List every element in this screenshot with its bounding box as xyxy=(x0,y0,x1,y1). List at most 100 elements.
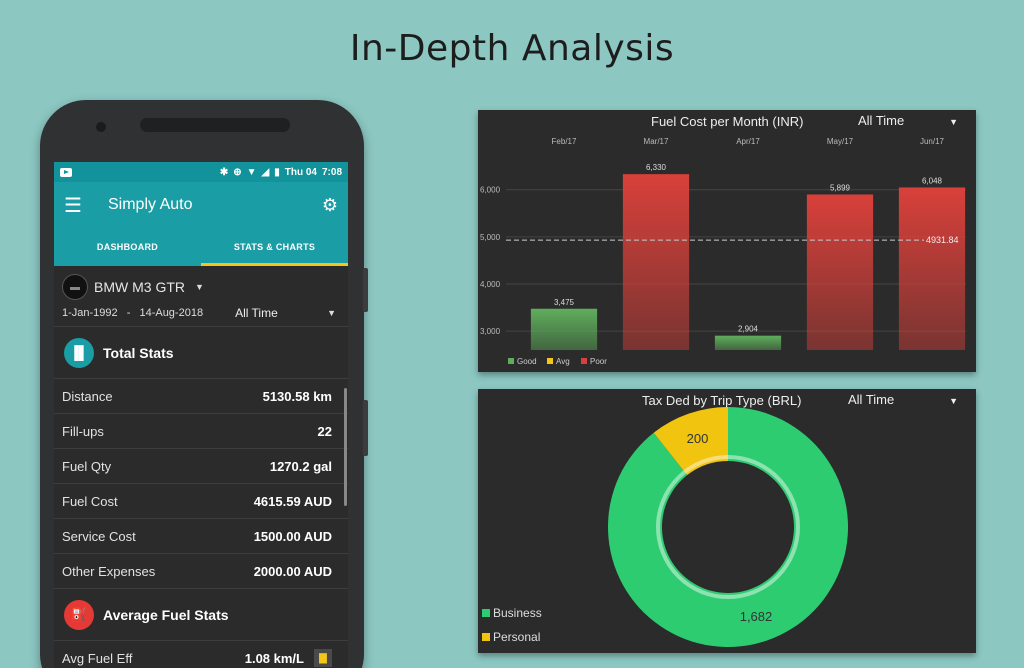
trend-chart-icon[interactable]: ▇ xyxy=(314,649,332,667)
settings-gear-icon[interactable]: ⚙ xyxy=(321,194,338,215)
bar-value-label: 2,904 xyxy=(738,325,759,334)
stat-value: 1.08 km/L xyxy=(244,650,304,666)
x-category-label: Mar/17 xyxy=(644,137,669,146)
x-category-label: Apr/17 xyxy=(736,137,760,146)
phone-screen: ✱ ⊕ ▼ ◢ ▮ Thu 04 7:08 ☰ Simply Auto ⚙ DA… xyxy=(54,162,348,668)
legend-label: Personal xyxy=(493,630,540,644)
app-title: Simply Auto xyxy=(108,196,193,213)
legend-label: Business xyxy=(493,606,542,620)
status-bar: ✱ ⊕ ▼ ◢ ▮ Thu 04 7:08 xyxy=(54,162,348,182)
fuel-cost-chart-panel: Fuel Cost per Month (INR) All Time ▼ 3,0… xyxy=(478,110,976,372)
stat-row: Fuel Qty 1270.2 gal xyxy=(54,448,348,483)
date-range: 1-Jan-1992 - 14-Aug-2018 xyxy=(62,307,203,319)
legend-swatch xyxy=(482,633,490,641)
end-date: 14-Aug-2018 xyxy=(139,307,204,319)
legend-label: Poor xyxy=(590,357,607,366)
power-button xyxy=(363,400,368,456)
app-bar: ☰ Simply Auto ⚙ xyxy=(54,182,348,228)
x-category-label: May/17 xyxy=(827,137,854,146)
bar-value-label: 5,899 xyxy=(830,183,851,192)
status-day: Thu 04 xyxy=(284,166,317,178)
status-time: 7:08 xyxy=(321,166,342,178)
chart-title: Tax Ded by Trip Type (BRL) xyxy=(642,393,802,408)
slice-value-label: 1,682 xyxy=(740,609,773,624)
stat-value: 22 xyxy=(317,423,332,439)
period-dropdown-icon[interactable]: ▼ xyxy=(949,396,958,406)
legend-swatch xyxy=(581,358,587,364)
stat-label: Fill-ups xyxy=(62,423,104,439)
total-stats-title: Total Stats xyxy=(103,344,174,361)
bar-chart-icon: ▐▌ xyxy=(64,337,94,368)
x-category-label: Jun/17 xyxy=(920,137,945,146)
signal-icon: ◢ xyxy=(261,166,270,178)
stat-value: 4615.59 AUD xyxy=(253,493,332,509)
tab-bar: DASHBOARD STATS & CHARTS xyxy=(54,228,348,266)
donut-slice xyxy=(653,407,728,476)
legend-swatch xyxy=(508,358,514,364)
period-dropdown-icon[interactable]: ▼ xyxy=(949,117,958,127)
stat-row: Other Expenses 2000.00 AUD xyxy=(54,553,348,588)
date-separator: - xyxy=(126,307,131,319)
earpiece-speaker xyxy=(140,118,290,132)
stat-row: Fuel Cost 4615.59 AUD xyxy=(54,483,348,518)
stat-row: Distance 5130.58 km xyxy=(54,378,348,413)
youtube-icon xyxy=(60,167,72,177)
bar xyxy=(714,335,782,350)
tab-dashboard[interactable]: DASHBOARD xyxy=(96,242,159,252)
y-tick-label: 6,000 xyxy=(480,186,501,195)
chart-title: Fuel Cost per Month (INR) xyxy=(651,114,804,129)
donut-slice xyxy=(608,407,848,647)
stat-value: 2000.00 AUD xyxy=(253,563,332,579)
vehicle-dropdown-icon[interactable]: ▼ xyxy=(195,282,204,292)
volume-button xyxy=(363,268,368,312)
vehicle-selector: ▬ BMW M3 GTR ▼ 1-Jan-1992 - 14-Aug-2018 … xyxy=(54,266,348,326)
stat-label: Other Expenses xyxy=(62,563,156,579)
legend-swatch xyxy=(482,609,490,617)
wifi-icon: ▼ xyxy=(246,166,257,178)
chart-period-select[interactable]: All Time xyxy=(858,113,905,128)
page-headline: In-Depth Analysis xyxy=(349,28,675,69)
stat-label: Fuel Cost xyxy=(62,493,118,509)
stat-row: Avg Fuel Eff 1.08 km/L ▇ xyxy=(54,640,348,668)
tab-stats-charts[interactable]: STATS & CHARTS xyxy=(201,228,348,266)
period-dropdown-icon[interactable]: ▼ xyxy=(327,308,336,318)
stat-label: Distance xyxy=(62,388,113,404)
start-date: 1-Jan-1992 xyxy=(62,307,118,319)
hamburger-menu-icon[interactable]: ☰ xyxy=(64,194,82,217)
scrollbar[interactable] xyxy=(344,388,347,506)
stat-label: Fuel Qty xyxy=(62,458,112,474)
x-category-label: Feb/17 xyxy=(552,137,577,146)
bar xyxy=(530,308,598,350)
stat-value: 1500.00 AUD xyxy=(253,528,332,544)
bar xyxy=(898,187,966,350)
stat-value: 5130.58 km xyxy=(262,388,332,404)
donut-inner-ring xyxy=(656,455,800,599)
bar-value-label: 3,475 xyxy=(554,298,575,307)
bar-value-label: 6,048 xyxy=(922,176,943,185)
legend-label: Good xyxy=(517,357,537,366)
fuel-cost-bar-chart: 3,000 4,000 5,000 6,000 3,475 Feb/17 6,330 Mar/… xyxy=(480,137,966,366)
y-tick-label: 4,000 xyxy=(480,280,501,289)
stat-label: Avg Fuel Eff xyxy=(62,650,133,666)
bar-value-label: 6,330 xyxy=(646,163,667,172)
avg-fuel-stats-header: ⛽ Average Fuel Stats xyxy=(54,588,348,640)
donut-hole xyxy=(663,462,793,592)
stat-label: Service Cost xyxy=(62,528,136,544)
chart-period-select[interactable]: All Time xyxy=(848,392,895,407)
legend-label: Avg xyxy=(556,357,570,366)
stat-row: Service Cost 1500.00 AUD xyxy=(54,518,348,553)
vehicle-name[interactable]: BMW M3 GTR xyxy=(94,279,185,295)
car-avatar-icon: ▬ xyxy=(62,274,88,300)
bluetooth-icon: ✱ xyxy=(219,166,229,178)
tax-ded-chart-panel: Tax Ded by Trip Type (BRL) All Time ▼ 1,… xyxy=(478,389,976,653)
total-stats-header: ▐▌ Total Stats xyxy=(54,326,348,378)
period-select[interactable]: All Time xyxy=(235,306,278,320)
tax-ded-donut-chart: 1,682 200 Business Personal xyxy=(482,407,848,647)
stat-value: 1270.2 gal xyxy=(269,458,332,474)
front-camera xyxy=(96,122,106,132)
slice-value-label: 200 xyxy=(687,431,709,446)
legend-swatch xyxy=(547,358,553,364)
avg-fuel-stats-title: Average Fuel Stats xyxy=(103,606,229,623)
phone-device: ✱ ⊕ ▼ ◢ ▮ Thu 04 7:08 ☰ Simply Auto ⚙ DA… xyxy=(40,100,368,668)
average-label: 4931.84 xyxy=(926,235,959,245)
